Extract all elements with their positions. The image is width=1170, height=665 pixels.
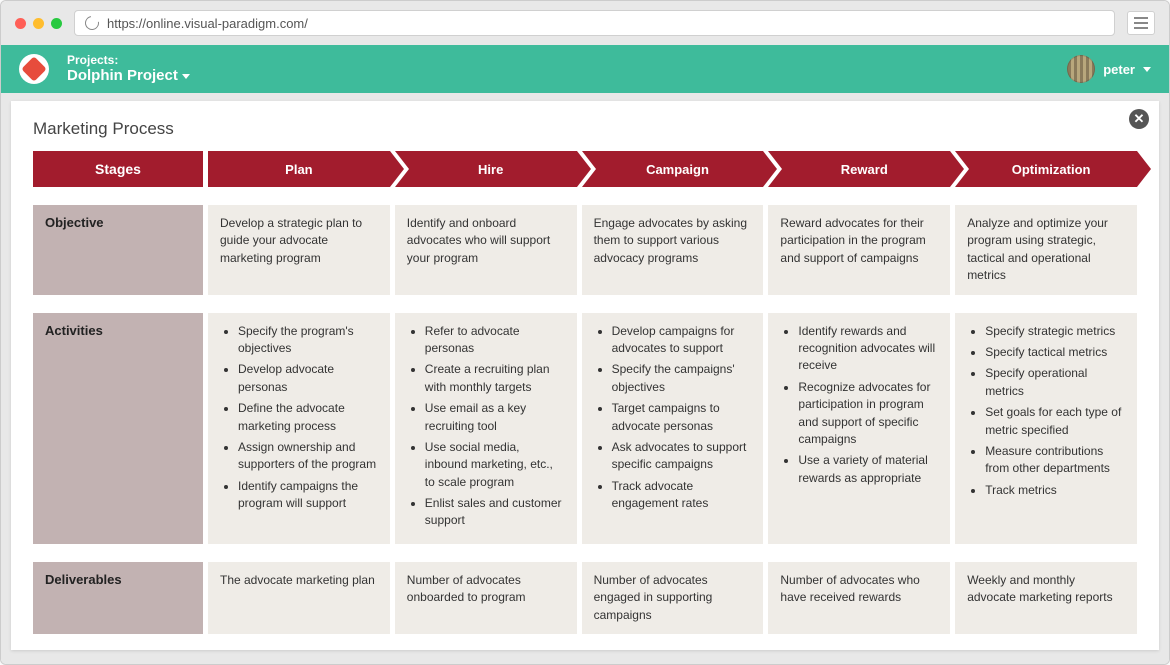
stage-header-optimization: Optimization xyxy=(955,151,1137,187)
list-item: Use social media, inbound marketing, etc… xyxy=(425,439,565,491)
list-item: Specify operational metrics xyxy=(985,365,1125,400)
list-item: Ask advocates to support specific campai… xyxy=(612,439,752,474)
list-item: Track advocate engagement rates xyxy=(612,478,752,513)
close-window-icon[interactable] xyxy=(15,18,26,29)
list-item: Specify the program's objectives xyxy=(238,323,378,358)
diagram-canvas: ✕ Marketing Process Stages Plan Hire Cam… xyxy=(11,101,1159,650)
list-item: Use a variety of material rewards as app… xyxy=(798,452,938,487)
project-name: Dolphin Project xyxy=(67,67,178,85)
objective-reward: Reward advocates for their participation… xyxy=(768,205,950,295)
list-item: Develop campaigns for advocates to suppo… xyxy=(612,323,752,358)
stage-header-hire: Hire xyxy=(395,151,577,187)
deliverables-optimization: Weekly and monthly advocate marketing re… xyxy=(955,562,1137,634)
list-item: Identify campaigns the program will supp… xyxy=(238,478,378,513)
stage-header-campaign: Campaign xyxy=(582,151,764,187)
user-menu[interactable]: peter xyxy=(1067,55,1151,83)
user-name: peter xyxy=(1103,62,1135,77)
url-bar[interactable]: https://online.visual-paradigm.com/ xyxy=(74,10,1115,36)
list-item: Target campaigns to advocate personas xyxy=(612,400,752,435)
row-label-deliverables: Deliverables xyxy=(33,562,203,634)
browser-chrome: https://online.visual-paradigm.com/ xyxy=(1,1,1169,45)
chevron-down-icon xyxy=(1143,67,1151,72)
close-button[interactable]: ✕ xyxy=(1129,109,1149,129)
list-item: Specify the campaigns' objectives xyxy=(612,361,752,396)
list-item: Identify rewards and recognition advocat… xyxy=(798,323,938,375)
list-item: Set goals for each type of metric specif… xyxy=(985,404,1125,439)
chevron-down-icon xyxy=(182,74,190,79)
activities-hire: Refer to advocate personas Create a recr… xyxy=(395,313,577,544)
deliverables-campaign: Number of advocates engaged in supportin… xyxy=(582,562,764,634)
objective-hire: Identify and onboard advocates who will … xyxy=(395,205,577,295)
process-grid: Stages Plan Hire Campaign Reward Optimiz… xyxy=(33,151,1137,634)
deliverables-hire: Number of advocates onboarded to program xyxy=(395,562,577,634)
list-item: Enlist sales and customer support xyxy=(425,495,565,530)
stages-header: Stages xyxy=(33,151,203,187)
app-logo[interactable] xyxy=(19,54,49,84)
list-item: Specify strategic metrics xyxy=(985,323,1125,340)
objective-plan: Develop a strategic plan to guide your a… xyxy=(208,205,390,295)
row-label-objective: Objective xyxy=(33,205,203,295)
list-item: Refer to advocate personas xyxy=(425,323,565,358)
projects-label: Projects: xyxy=(67,53,190,67)
activities-reward: Identify rewards and recognition advocat… xyxy=(768,313,950,544)
objective-campaign: Engage advocates by asking them to suppo… xyxy=(582,205,764,295)
browser-window: https://online.visual-paradigm.com/ Proj… xyxy=(0,0,1170,665)
app-header: Projects: Dolphin Project peter xyxy=(1,45,1169,93)
minimize-window-icon[interactable] xyxy=(33,18,44,29)
project-selector[interactable]: Projects: Dolphin Project xyxy=(67,53,190,85)
stage-header-reward: Reward xyxy=(768,151,950,187)
page-title: Marketing Process xyxy=(33,119,1137,139)
list-item: Recognize advocates for participation in… xyxy=(798,379,938,449)
maximize-window-icon[interactable] xyxy=(51,18,62,29)
deliverables-plan: The advocate marketing plan xyxy=(208,562,390,634)
objective-optimization: Analyze and optimize your program using … xyxy=(955,205,1137,295)
logo-icon xyxy=(21,56,46,81)
list-item: Use email as a key recruiting tool xyxy=(425,400,565,435)
row-label-activities: Activities xyxy=(33,313,203,544)
reload-icon[interactable] xyxy=(82,13,101,32)
list-item: Assign ownership and supporters of the p… xyxy=(238,439,378,474)
activities-campaign: Develop campaigns for advocates to suppo… xyxy=(582,313,764,544)
list-item: Specify tactical metrics xyxy=(985,344,1125,361)
content-area: ✕ Marketing Process Stages Plan Hire Cam… xyxy=(1,93,1169,664)
list-item: Create a recruiting plan with monthly ta… xyxy=(425,361,565,396)
activities-optimization: Specify strategic metrics Specify tactic… xyxy=(955,313,1137,544)
window-controls xyxy=(15,18,62,29)
list-item: Track metrics xyxy=(985,482,1125,499)
avatar xyxy=(1067,55,1095,83)
stage-header-plan: Plan xyxy=(208,151,390,187)
list-item: Develop advocate personas xyxy=(238,361,378,396)
deliverables-reward: Number of advocates who have received re… xyxy=(768,562,950,634)
list-item: Define the advocate marketing process xyxy=(238,400,378,435)
activities-plan: Specify the program's objectives Develop… xyxy=(208,313,390,544)
url-text: https://online.visual-paradigm.com/ xyxy=(107,16,308,31)
list-item: Measure contributions from other departm… xyxy=(985,443,1125,478)
browser-menu-button[interactable] xyxy=(1127,11,1155,35)
